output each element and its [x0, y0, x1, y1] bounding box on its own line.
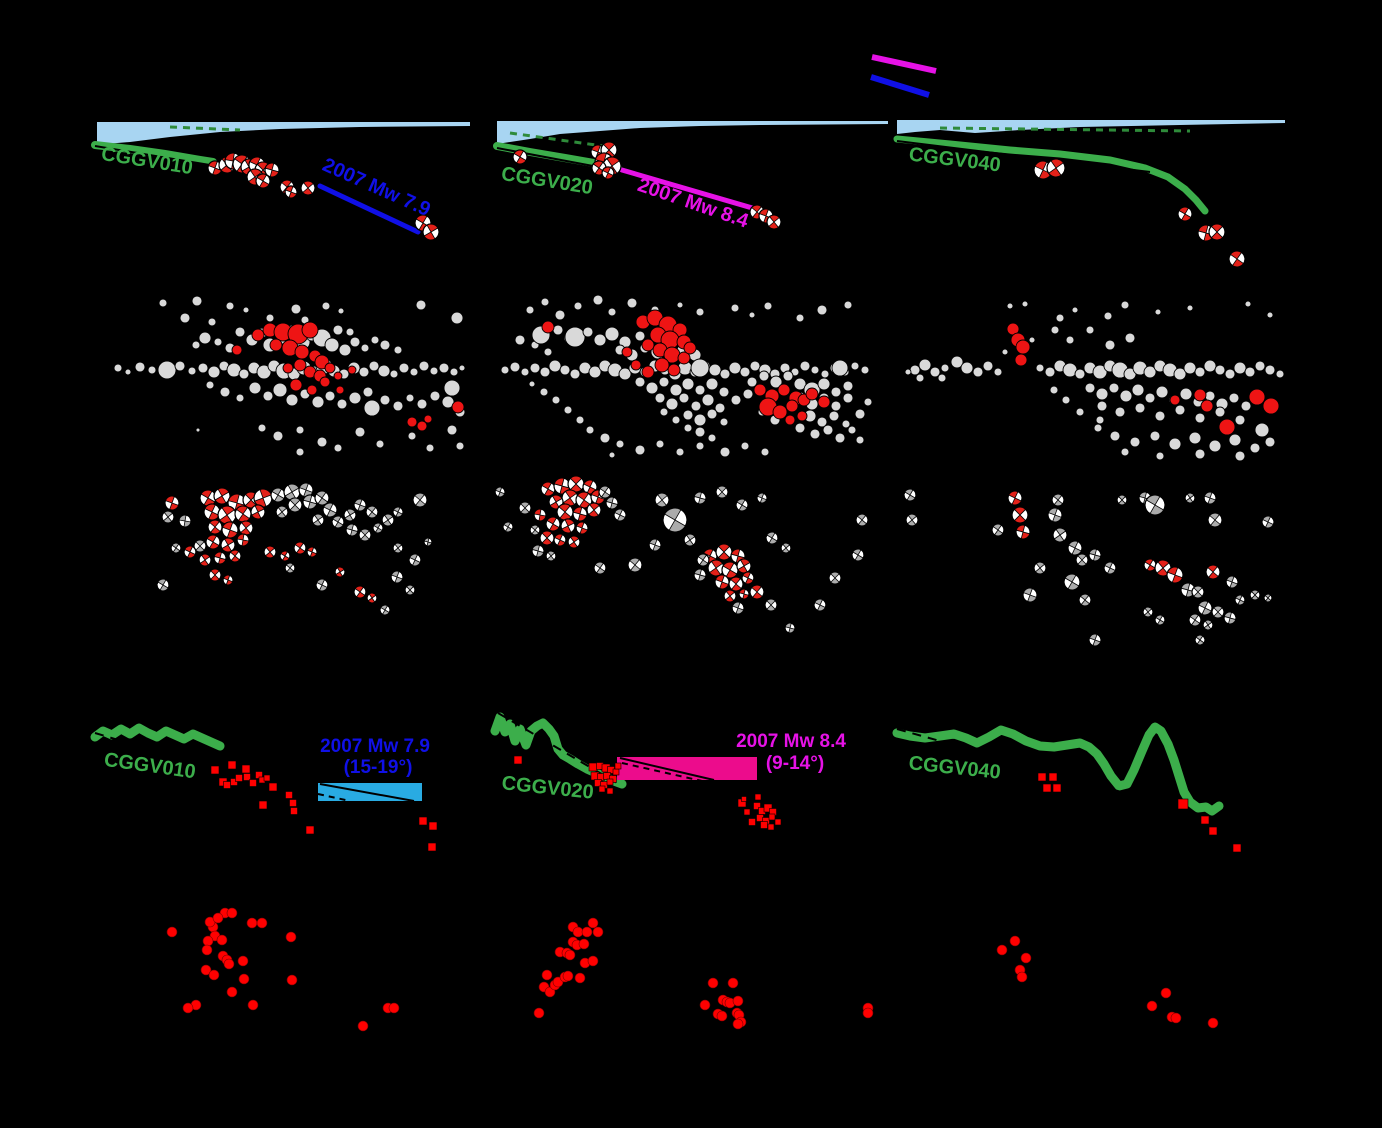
- text-labels: CGGV010 2007 Mw 7.9 CGGV020 2007 Mw 8.4 …: [100, 143, 1002, 804]
- profile-label-cggv040-bottom: CGGV040: [908, 752, 1002, 784]
- cluster-cggv010: [166, 907, 400, 1032]
- seis-cggv020: [500, 294, 873, 459]
- mech-cggv010: [156, 482, 433, 616]
- cross-section-row: [91, 120, 1285, 268]
- focal-mechanism-row: [156, 475, 1275, 647]
- mech-cggv040: [903, 488, 1275, 647]
- cluster-row: [166, 907, 1219, 1032]
- xsec-cggv040: [893, 120, 1285, 268]
- xsec-cggv010: [91, 122, 470, 241]
- bathy-cggv040: [892, 722, 1242, 853]
- bathy-cggv020: [490, 712, 782, 831]
- seismicity-row: [113, 294, 1285, 462]
- bathymetry-row: [90, 712, 1242, 853]
- mech-cggv020: [494, 475, 869, 634]
- cluster-cggv040: [996, 935, 1219, 1029]
- profile-label-cggv020-bottom: CGGV020: [501, 772, 595, 804]
- cluster-cggv020: [533, 917, 874, 1030]
- xsec-cggv020: [493, 121, 888, 230]
- bathy-cggv010: [90, 723, 438, 852]
- seis-cggv010: [113, 295, 466, 457]
- profile-label-cggv020-top: CGGV020: [500, 163, 595, 199]
- rupture-label-mw84-bottom-line2: (9-14°): [766, 753, 824, 774]
- profile-label-cggv010-bottom: CGGV010: [103, 749, 197, 784]
- legend-lines: [870, 54, 937, 98]
- rupture-label-mw84-bottom-line1: 2007 Mw 8.4: [736, 731, 846, 752]
- rupture-label-mw79-bottom-line2: (15-19°): [344, 757, 413, 778]
- rupture-label-mw79-bottom-line1: 2007 Mw 7.9: [320, 736, 430, 757]
- seis-cggv040: [904, 300, 1285, 462]
